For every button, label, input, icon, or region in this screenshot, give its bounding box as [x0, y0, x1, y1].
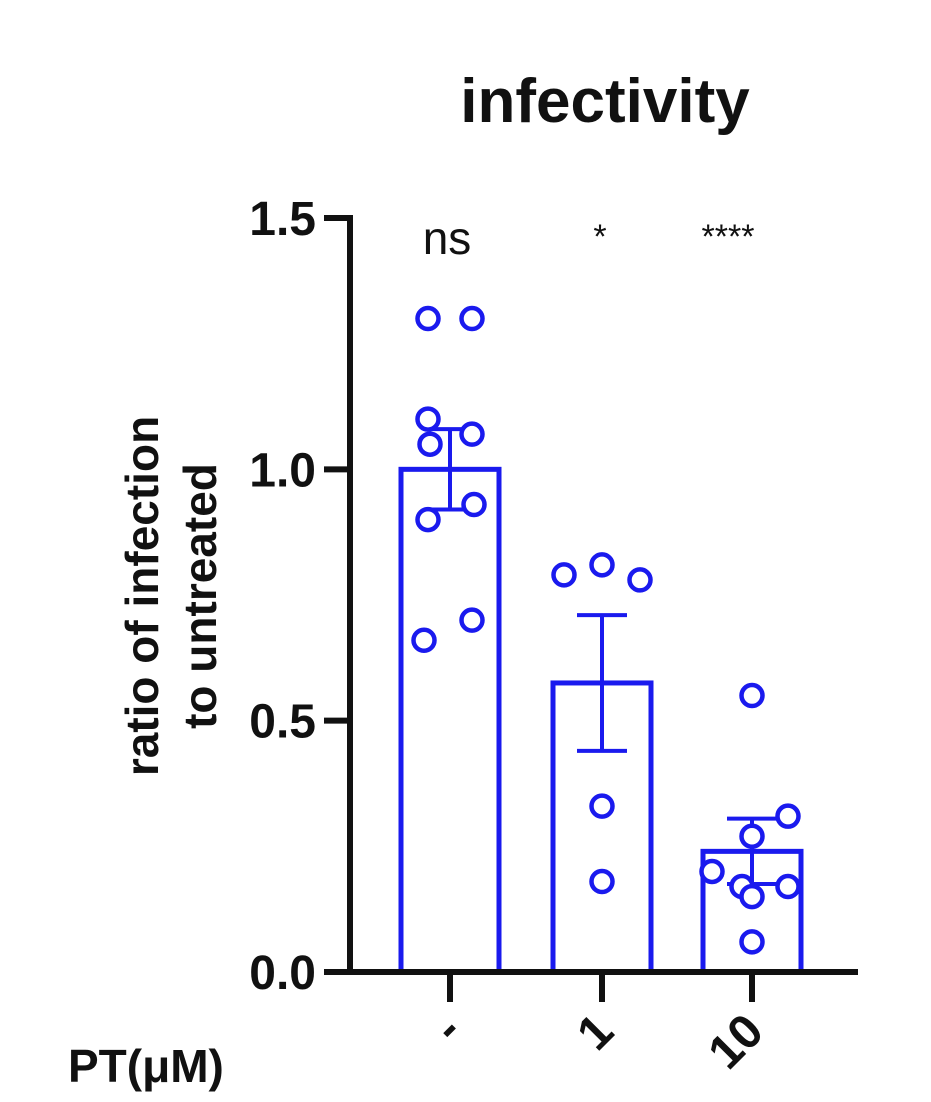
y-tick-label: 1.5: [249, 193, 316, 246]
data-point: [415, 406, 441, 432]
x-axis: - 1 10: [423, 972, 774, 1080]
significance-marks: ns * ****: [423, 212, 755, 264]
significance-label: ****: [702, 218, 755, 256]
data-point: [627, 567, 653, 593]
data-point: [739, 682, 765, 709]
data-point: [415, 506, 441, 533]
significance-label: *: [593, 218, 606, 256]
data-point: [739, 929, 765, 955]
y-tick-label: 1.0: [249, 444, 316, 497]
data-point: [459, 421, 485, 447]
x-axis-title: PT(μM): [68, 1040, 224, 1092]
data-point: [417, 431, 443, 457]
data-point: [589, 552, 615, 578]
data-point: [459, 607, 485, 633]
data-point: [411, 627, 437, 653]
y-axis-title: ratio of infection to untreated: [116, 416, 226, 776]
data-point: [459, 305, 485, 332]
data-point: [415, 305, 441, 332]
chart-title: infectivity: [460, 67, 750, 136]
significance-label: ns: [423, 212, 472, 264]
data-point: [739, 883, 765, 910]
x-tick-label: 1: [567, 1004, 623, 1060]
bar: [398, 466, 502, 975]
y-tick-label: 0.0: [249, 947, 316, 1000]
x-tick-label: 10: [699, 1004, 774, 1079]
x-tick-label: -: [423, 1004, 472, 1053]
data-point: [775, 873, 801, 900]
data-point: [589, 793, 615, 819]
y-axis-title-line-1: ratio of infection: [116, 416, 168, 776]
y-tick-label: 0.5: [249, 696, 316, 749]
data-point: [589, 868, 615, 895]
data-point: [775, 803, 801, 829]
data-points: [411, 305, 801, 955]
data-point: [461, 491, 487, 518]
y-axis: 0.0 0.5 1.0 1.5: [249, 193, 350, 1000]
y-axis-title-line-2: to untreated: [174, 463, 226, 729]
data-point: [699, 858, 725, 885]
data-point: [739, 823, 765, 850]
data-point: [551, 562, 577, 588]
